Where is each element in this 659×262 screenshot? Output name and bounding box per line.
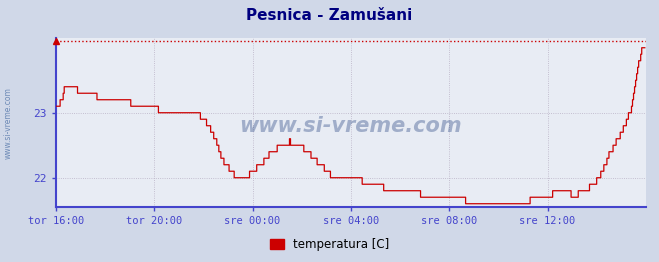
- Text: www.si-vreme.com: www.si-vreme.com: [4, 87, 13, 159]
- Text: Pesnica - Zamušani: Pesnica - Zamušani: [246, 8, 413, 23]
- Text: www.si-vreme.com: www.si-vreme.com: [240, 116, 462, 136]
- Legend: temperatura [C]: temperatura [C]: [265, 234, 394, 256]
